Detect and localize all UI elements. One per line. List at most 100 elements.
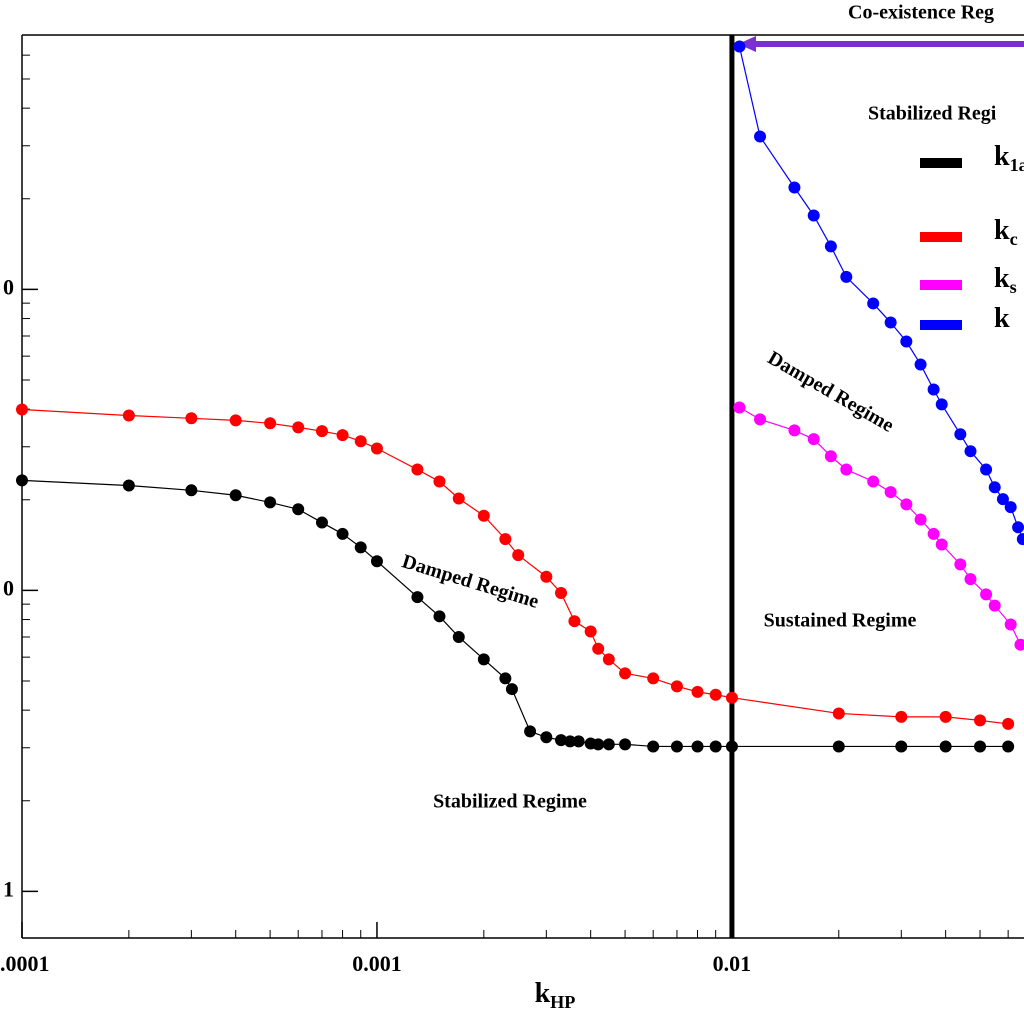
data-point bbox=[512, 549, 525, 562]
data-point bbox=[185, 484, 198, 497]
annotation: Stabilized Regi bbox=[868, 103, 997, 125]
y-tick-label: 1 bbox=[3, 876, 14, 901]
data-point bbox=[1014, 638, 1024, 651]
data-point bbox=[807, 433, 820, 446]
data-point bbox=[411, 463, 424, 476]
annotation: Sustained Regime bbox=[764, 610, 917, 632]
data-point bbox=[691, 740, 704, 753]
data-point bbox=[524, 725, 537, 738]
data-point bbox=[592, 642, 605, 655]
data-point bbox=[788, 424, 801, 437]
data-point bbox=[824, 450, 837, 463]
data-point bbox=[16, 403, 28, 416]
data-point bbox=[354, 435, 367, 448]
data-point bbox=[1004, 618, 1017, 631]
legend-label: kc bbox=[994, 215, 1018, 249]
data-point bbox=[499, 533, 512, 546]
data-point bbox=[788, 181, 801, 194]
data-point bbox=[16, 474, 28, 487]
data-point bbox=[725, 691, 738, 704]
data-point bbox=[540, 570, 553, 583]
data-point bbox=[900, 498, 913, 511]
data-point bbox=[572, 735, 585, 748]
data-point bbox=[670, 680, 683, 693]
data-point bbox=[807, 209, 820, 222]
data-point bbox=[433, 610, 446, 623]
data-point bbox=[884, 486, 897, 499]
data-point bbox=[602, 738, 615, 751]
data-point bbox=[840, 463, 853, 476]
x-tick-label: 0.01 bbox=[713, 951, 752, 976]
data-point bbox=[292, 503, 305, 516]
data-point bbox=[370, 442, 383, 455]
data-point bbox=[980, 463, 993, 476]
data-point bbox=[505, 683, 518, 696]
data-point bbox=[292, 421, 305, 434]
data-point bbox=[1002, 717, 1015, 730]
data-point bbox=[733, 401, 746, 414]
data-point bbox=[619, 667, 632, 680]
data-point bbox=[670, 740, 683, 753]
data-point bbox=[1002, 740, 1015, 753]
series-line bbox=[21, 408, 1009, 725]
data-point bbox=[584, 625, 597, 638]
data-point bbox=[935, 398, 948, 411]
data-point bbox=[477, 653, 490, 666]
x-tick-label: .0001 bbox=[0, 951, 50, 976]
data-point bbox=[1016, 533, 1024, 546]
data-point bbox=[452, 631, 465, 643]
data-point bbox=[996, 493, 1009, 506]
data-point bbox=[954, 558, 967, 571]
data-point bbox=[895, 710, 908, 723]
data-point bbox=[935, 538, 948, 551]
data-point bbox=[264, 417, 277, 430]
data-point bbox=[370, 555, 383, 568]
data-point bbox=[867, 475, 880, 488]
data-point bbox=[974, 714, 987, 727]
data-point bbox=[988, 599, 1001, 612]
data-point bbox=[619, 738, 632, 751]
data-point bbox=[754, 413, 767, 426]
data-point bbox=[647, 672, 660, 685]
data-point bbox=[691, 685, 704, 698]
data-point bbox=[315, 516, 328, 529]
data-point bbox=[709, 740, 722, 753]
data-point bbox=[954, 428, 967, 441]
data-point bbox=[939, 740, 952, 753]
data-point bbox=[867, 297, 880, 310]
data-point bbox=[895, 740, 908, 753]
data-point bbox=[725, 740, 738, 753]
data-point bbox=[315, 425, 328, 438]
legend-label: k1a bbox=[994, 141, 1024, 175]
annotation: Stabilized Regime bbox=[433, 791, 587, 813]
data-point bbox=[754, 130, 767, 143]
data-point bbox=[647, 740, 660, 753]
data-point bbox=[1012, 521, 1024, 534]
data-point bbox=[927, 383, 940, 396]
data-point bbox=[354, 541, 367, 554]
data-point bbox=[122, 409, 135, 422]
data-point bbox=[229, 414, 242, 427]
legend-label: ks bbox=[994, 263, 1017, 297]
data-point bbox=[914, 358, 927, 371]
annotation: Damped Regime bbox=[764, 347, 898, 437]
data-point bbox=[980, 588, 993, 601]
data-point bbox=[555, 734, 568, 747]
data-point bbox=[602, 653, 615, 666]
data-point bbox=[914, 513, 927, 526]
data-point bbox=[264, 496, 277, 509]
data-point bbox=[939, 710, 952, 723]
data-point bbox=[900, 335, 913, 348]
data-point bbox=[336, 527, 349, 540]
data-point bbox=[477, 509, 490, 522]
x-axis-label: kHP bbox=[535, 978, 576, 1012]
data-point bbox=[592, 738, 605, 751]
data-point bbox=[555, 587, 568, 600]
data-point bbox=[540, 731, 553, 744]
data-point bbox=[733, 40, 746, 53]
data-point bbox=[709, 688, 722, 701]
data-point bbox=[927, 527, 940, 540]
data-point bbox=[499, 672, 512, 685]
data-point bbox=[185, 412, 198, 425]
